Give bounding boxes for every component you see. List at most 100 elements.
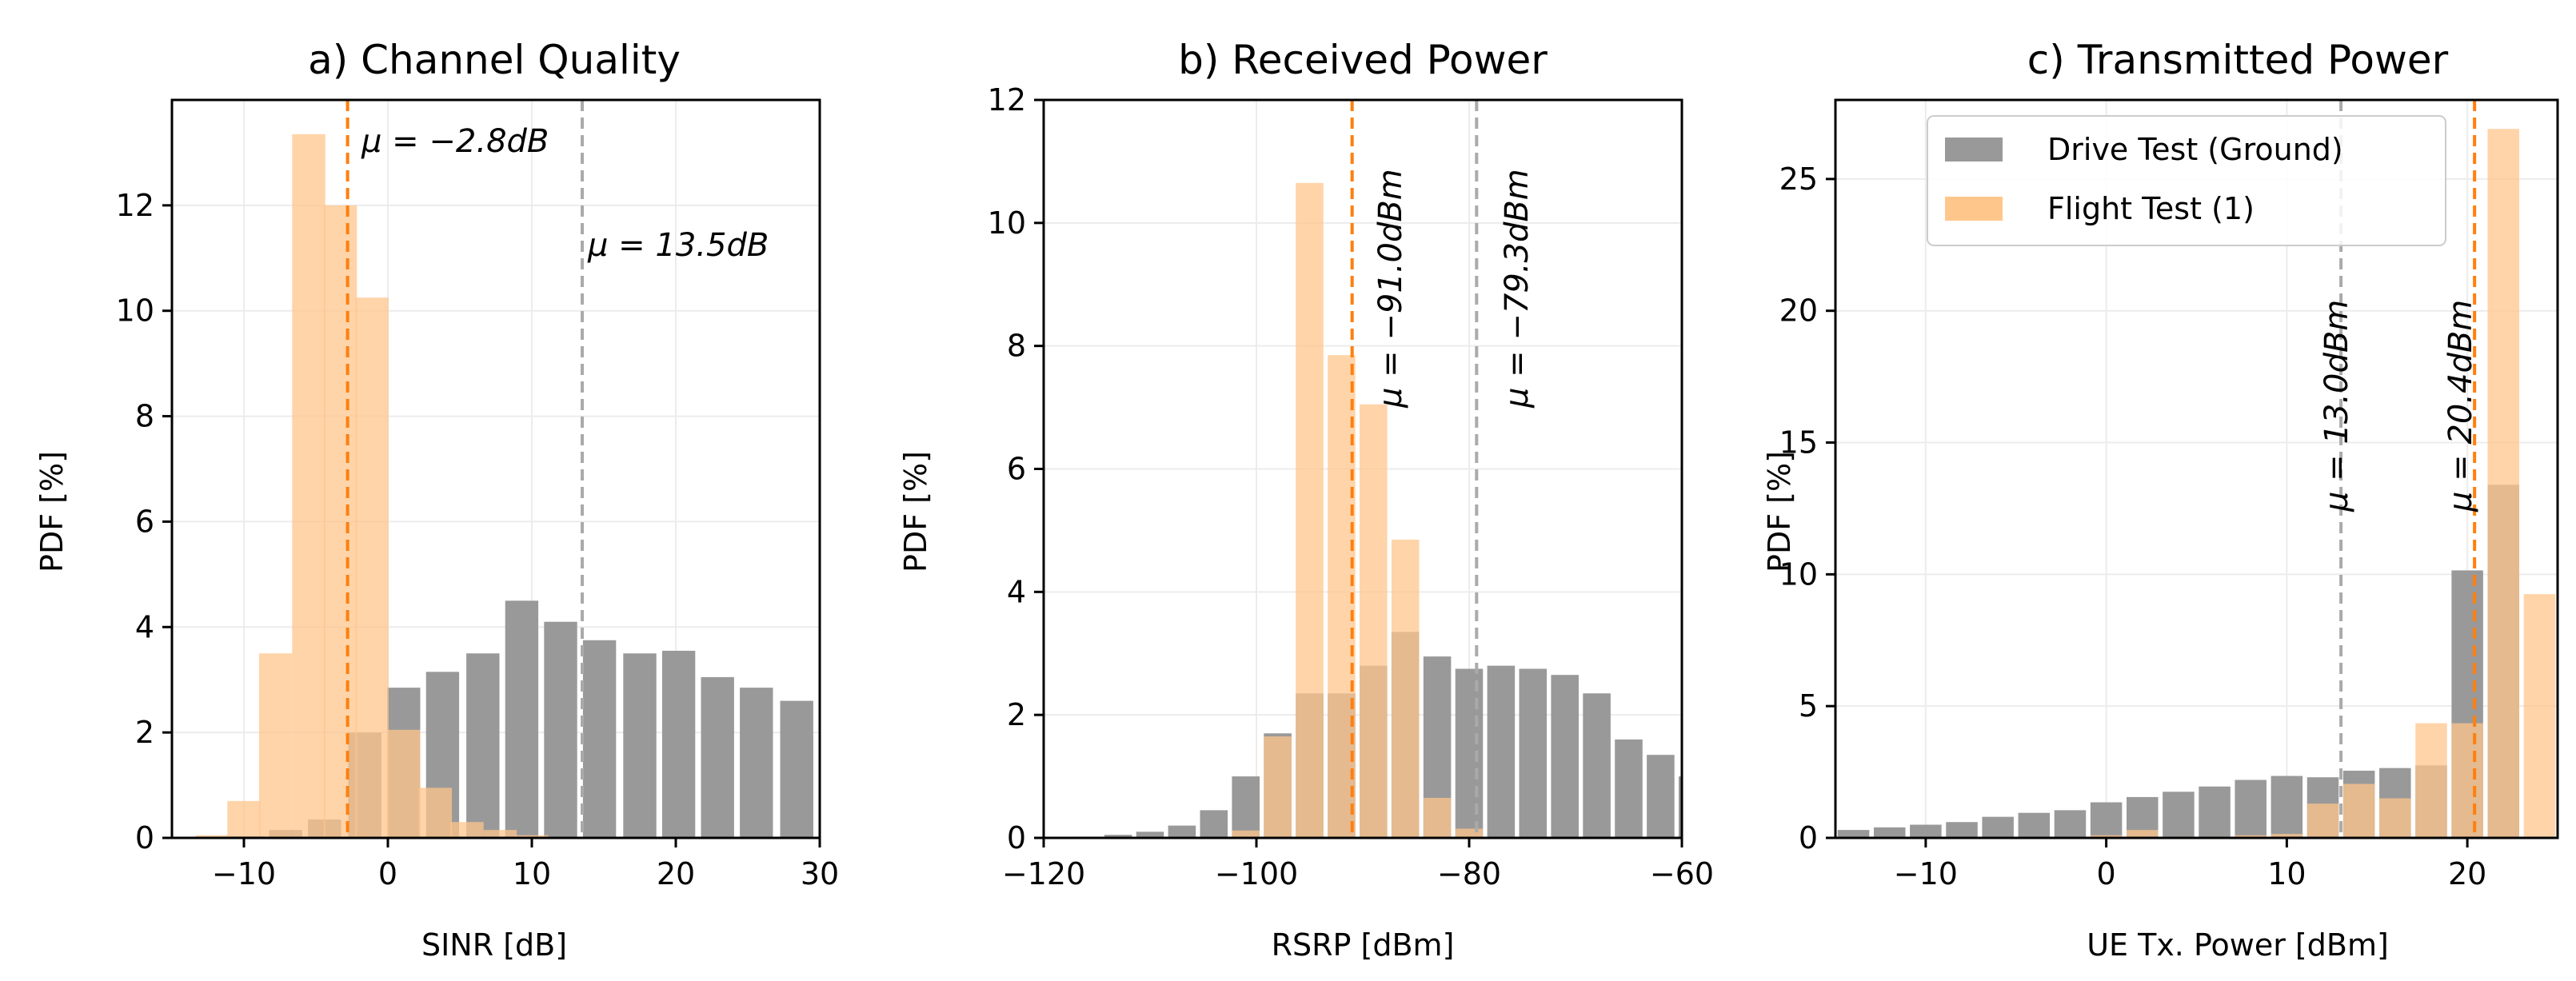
y-tick-label: 6 [1007, 452, 1026, 487]
bar-flight-test [1455, 828, 1484, 838]
bar-flight-test [1391, 539, 1420, 838]
legend-frame [1927, 115, 2446, 246]
bar-flight-test [2235, 835, 2266, 838]
x-tick-label: 0 [378, 856, 397, 891]
bar-drive-test [661, 650, 696, 838]
y-tick-label: 8 [135, 399, 154, 434]
bar-drive-test [1679, 776, 1682, 838]
x-tick-label: −10 [212, 856, 276, 891]
y-tick-label: 12 [116, 188, 154, 223]
bar-flight-test [2523, 594, 2556, 838]
mean-annotation: μ = 13.5dB [587, 227, 769, 264]
y-tick-label: 0 [135, 820, 154, 855]
bar-flight-test [2342, 784, 2375, 838]
bar-drive-test [1910, 824, 1942, 838]
x-axis-label: UE Tx. Power [dBm] [2087, 927, 2389, 963]
bar-drive-test [2018, 812, 2051, 838]
bar-drive-test [1873, 827, 1906, 838]
bar-drive-test [1104, 835, 1132, 838]
bar-drive-test [1551, 675, 1579, 838]
bar-drive-test [1168, 825, 1196, 838]
bar-drive-test [1982, 816, 2014, 838]
y-tick-label: 2 [1007, 697, 1026, 732]
plot-area: −10 0 10 20 0 5 10 15 20 25 [1779, 98, 2559, 891]
bar-flight-test [1264, 736, 1292, 838]
y-tick-label: 10 [1779, 556, 1818, 592]
y-tick-label: 0 [1799, 820, 1818, 855]
axes-frame [1834, 98, 2559, 839]
bar-flight-test [227, 800, 261, 838]
bar-flight-test [1423, 798, 1452, 838]
y-tick-label: 0 [1007, 820, 1026, 855]
y-tick-label: 4 [1007, 574, 1026, 609]
chart-title: c) Transmitted Power [2027, 37, 2449, 83]
bar-drive-test [1946, 822, 1978, 838]
bar-drive-test [2090, 802, 2123, 838]
bars [1072, 182, 1682, 838]
bar-flight-test [2270, 834, 2303, 838]
x-tick-label: −60 [1650, 856, 1714, 891]
y-tick-label: 6 [135, 504, 154, 539]
axes-frame [170, 98, 821, 839]
bar-flight-test [2451, 723, 2483, 838]
bar-flight-test [2415, 723, 2447, 838]
bar-drive-test [2270, 776, 2303, 838]
plot-area: −120 −100 −80 −60 0 2 4 6 8 10 12 [988, 82, 1714, 891]
bars [195, 134, 813, 838]
bar-drive-test [2199, 786, 2231, 838]
y-tick-label: 20 [1779, 293, 1818, 329]
y-tick-label: 10 [988, 205, 1026, 241]
bar-flight-test [2379, 798, 2411, 838]
legend-swatch-flight [1945, 197, 2003, 221]
bar-drive-test [1837, 830, 1870, 838]
bar-flight-test [387, 729, 421, 838]
legend-swatch-drive [1945, 138, 2003, 162]
bar-flight-test [2127, 830, 2159, 838]
x-tick-label: −100 [1215, 856, 1298, 891]
bar-flight-test [292, 134, 325, 838]
bar-flight-test [1360, 404, 1388, 838]
bar-drive-test [1136, 831, 1164, 838]
bar-flight-test [2306, 804, 2339, 838]
subplot-transmitted-power: c) Transmitted Power UE Tx. Power [dBm] … [1762, 37, 2559, 963]
bar-drive-test [1647, 755, 1675, 838]
subplot-received-power: b) Received Power RSRP [dBm] PDF [%] −12… [898, 37, 1714, 963]
bar-drive-test [466, 653, 500, 838]
x-tick-label: 20 [657, 856, 695, 891]
bar-drive-test [623, 653, 657, 838]
bar-drive-test [740, 688, 773, 838]
mean-annotation: μ = −91.0dBm [1372, 169, 1409, 409]
plot-area: −10 0 10 20 30 0 2 4 6 8 10 12 [116, 98, 839, 891]
bar-flight-test [2487, 129, 2520, 838]
legend: Drive Test (Ground) Flight Test (1) [1927, 115, 2446, 246]
bar-drive-test [1200, 810, 1228, 838]
y-tick-label: 25 [1779, 162, 1818, 197]
y-tick-label: 10 [116, 293, 154, 329]
bar-drive-test [701, 676, 734, 838]
legend-label-flight: Flight Test (1) [2047, 191, 2254, 226]
bar-drive-test [780, 737, 813, 838]
x-tick-label: −120 [1002, 856, 1085, 891]
bar-flight-test [195, 835, 230, 838]
bar-flight-test [258, 653, 293, 838]
subplot-channel-quality: a) Channel Quality SINR [dB] PDF [%] −10… [34, 37, 839, 963]
y-tick-label: 5 [1799, 688, 1818, 724]
bars [1837, 129, 2556, 838]
y-axis-label: PDF [%] [34, 451, 70, 572]
bar-drive-test [582, 640, 617, 838]
y-axis-label: PDF [%] [898, 451, 933, 572]
x-tick-label: 0 [2097, 856, 2116, 891]
bar-flight-test [483, 830, 517, 838]
bar-drive-test [505, 600, 539, 838]
x-axis-label: RSRP [dBm] [1272, 927, 1455, 963]
x-axis-label: SINR [dB] [421, 927, 567, 963]
chart-title: b) Received Power [1178, 37, 1548, 83]
bar-flight-test [515, 835, 549, 838]
mean-annotation: μ = −79.3dBm [1499, 169, 1536, 409]
chart-title: a) Channel Quality [308, 37, 681, 83]
legend-label-drive: Drive Test (Ground) [2047, 132, 2343, 167]
x-tick-label: 10 [513, 856, 551, 891]
mean-annotation: μ = 20.4dBm [2442, 300, 2479, 512]
mean-annotation: μ = −2.8dB [361, 123, 549, 160]
bar-drive-test [1232, 776, 1260, 838]
